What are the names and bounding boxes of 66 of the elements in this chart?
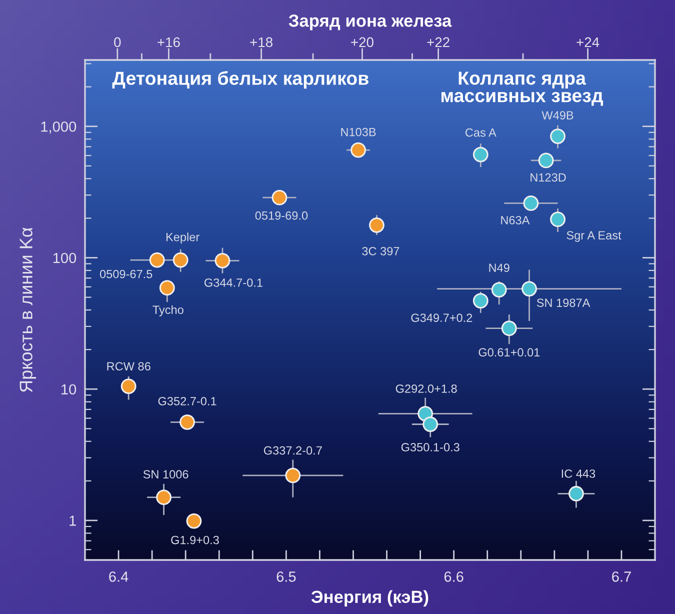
annotation: Sgr A East	[566, 231, 622, 242]
text: Детонация белых карликов	[112, 71, 368, 89]
point	[149, 252, 165, 268]
annotation: N123D	[530, 173, 566, 182]
point	[538, 152, 554, 168]
annotation: Cas A	[465, 128, 496, 137]
annotation: Tycho	[152, 305, 184, 316]
point	[422, 416, 438, 432]
text: +24	[576, 37, 600, 47]
point	[120, 378, 136, 394]
annotation: N49	[489, 264, 510, 272]
x-tick-label: 6.7	[612, 571, 631, 582]
point	[172, 252, 188, 268]
point	[491, 282, 507, 298]
annotation: N103B	[341, 128, 376, 136]
annotation: G352.7-0.1	[158, 396, 216, 406]
y-tick-label: 1	[70, 516, 76, 526]
y-tick-label: 100	[53, 252, 76, 264]
point	[501, 320, 517, 336]
point	[272, 190, 288, 206]
annotation: SN 1987A	[536, 298, 590, 307]
text: +18	[250, 37, 272, 48]
annotation: Kepler	[166, 232, 200, 244]
point	[214, 252, 230, 268]
point	[550, 212, 566, 228]
annotation: G349.7+0.2	[411, 314, 472, 322]
annotation: G350.1-0.3	[401, 443, 460, 452]
annotation: SN 1006	[143, 470, 188, 478]
x2-axis-title: Заряд иона железа	[288, 14, 452, 30]
point	[472, 293, 488, 309]
text: +20	[351, 37, 374, 48]
y-tick-label: 10	[62, 384, 76, 395]
annotation: 0519-69.0	[255, 211, 308, 220]
point	[186, 513, 202, 529]
annotation: G1.9+0.3	[171, 536, 219, 544]
point	[568, 486, 584, 502]
annotation: IC 443	[562, 469, 596, 478]
point	[159, 280, 175, 296]
point	[523, 196, 539, 211]
annotation: G292.0+1.8	[396, 384, 457, 393]
x-tick-label: 6.4	[109, 571, 128, 582]
annotation: 0509-67.5	[100, 270, 152, 278]
text: +16	[158, 37, 180, 48]
point	[180, 414, 195, 430]
annotation: G344.7-0.1	[204, 278, 262, 287]
y-tick-label: 1,000	[41, 121, 76, 134]
point	[285, 468, 301, 484]
point	[472, 146, 488, 162]
point	[156, 490, 172, 506]
point	[368, 217, 384, 233]
annotation: N63A	[501, 216, 530, 224]
annotation: RCW 86	[107, 362, 150, 370]
text: 0	[114, 37, 121, 48]
annotation: 3C 397	[362, 246, 400, 256]
annotation: G337.2-0.7	[264, 446, 322, 455]
y-axis-title: Яркость в линии Kα	[20, 228, 36, 392]
x-tick-label: 6.6	[444, 571, 464, 582]
annotation: G0.61+0.01	[478, 348, 540, 357]
x-tick-label: 6.5	[276, 571, 296, 582]
annotation: W49B	[542, 111, 574, 120]
point	[550, 128, 566, 144]
point	[522, 281, 537, 297]
x-axis-title: Энергия (кэВ)	[311, 590, 428, 606]
text: Коллапс ядра массивных звезд	[441, 72, 604, 106]
point	[350, 142, 366, 158]
text: +22	[427, 37, 450, 47]
